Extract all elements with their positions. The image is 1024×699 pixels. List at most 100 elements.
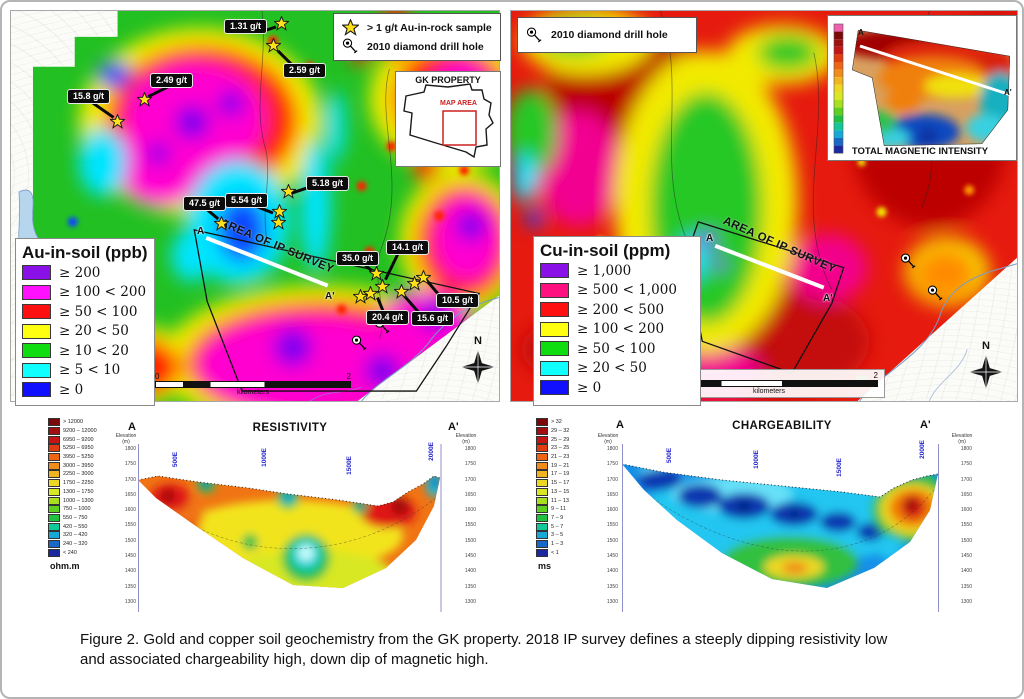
elevation-tick: 1600 [464, 507, 476, 514]
elevation-tick: 1300 [124, 598, 136, 605]
au-symbol-legend: > 1 g/t Au-in-rock sample 2010 diamond d… [333, 13, 501, 61]
legend-item: 11 – 13 [536, 496, 569, 505]
legend-item: 21 – 23 [536, 453, 569, 462]
scale-bar [155, 381, 351, 388]
rock-sample-legend-row: > 1 g/t Au-in-rock sample [342, 19, 492, 36]
elevation-tick: 1550 [464, 522, 476, 529]
elevation-axis-label: Elevation (m) [455, 433, 477, 445]
legend-item: ≥ 100 < 200 [540, 320, 694, 340]
legend-range-label: 2250 – 3000 [63, 471, 94, 478]
elevation-tick: 1800 [124, 446, 136, 452]
sample-label: 15.8 g/t [67, 89, 111, 104]
au-legend-title: Au-in-soil (ppb) [22, 243, 148, 262]
legend-item: 240 – 320 [48, 539, 97, 549]
legend-range-label: 5250 – 6950 [63, 445, 94, 452]
legend-range-label: ≥ 10 < 20 [59, 342, 129, 359]
legend-swatch [540, 360, 569, 376]
legend-range-label: 420 – 550 [63, 523, 88, 530]
legend-swatch [536, 505, 548, 514]
section-line-start-label: A [197, 226, 205, 237]
legend-range-label: 23 – 25 [551, 445, 570, 452]
elevation-tick: 1400 [960, 568, 972, 575]
gold-sample-star-icon [274, 16, 289, 31]
legend-swatch [48, 461, 60, 470]
legend-swatch [536, 496, 548, 505]
legend-swatch [536, 418, 548, 427]
legend-range-label: ≥ 50 < 100 [577, 340, 656, 357]
section-line-end-label: A' [823, 293, 833, 304]
legend-swatch [22, 265, 51, 281]
legend-swatch [536, 453, 548, 462]
legend-range-label: 25 – 29 [551, 436, 570, 443]
au-scale-bar: 0 2 kilometers [155, 373, 351, 397]
legend-range-label: > 32 [551, 419, 562, 426]
sample-label: 47.5 g/t [183, 196, 227, 211]
legend-range-label: 7 – 9 [551, 514, 564, 521]
rock-sample-legend-label: > 1 g/t Au-in-rock sample [367, 21, 492, 34]
sample-label: 2.59 g/t [283, 63, 327, 78]
legend-item: 420 – 550 [48, 522, 97, 531]
legend-item: 7 – 9 [536, 513, 569, 523]
legend-range-label: 3950 – 5250 [63, 454, 94, 461]
legend-range-label: 1 – 3 [551, 540, 564, 547]
gold-sample-star-icon [281, 184, 296, 199]
gold-sample-star-icon [137, 92, 152, 107]
legend-range-label: 3000 – 3950 [63, 462, 94, 469]
gold-sample-star-icon [416, 270, 431, 285]
station-label: 1000E [260, 448, 268, 467]
magnetic-intensity-map [833, 23, 1015, 154]
elevation-tick: 1600 [606, 507, 618, 514]
drill-hole-legend-label: 2010 diamond drill hole [551, 29, 668, 41]
resistivity-section: > 12000 9200 – 12000 6950 – 9200 5250 – … [30, 406, 518, 620]
legend-item: 5250 – 6950 [48, 444, 97, 453]
elevation-tick: 1350 [124, 583, 136, 590]
sample-label: 35.0 g/t [336, 251, 380, 266]
compass-rose-icon [967, 352, 1005, 392]
elevation-axis-label: Elevation (m) [115, 433, 137, 445]
legend-range-label: 240 – 320 [63, 540, 88, 547]
drill-hole-icon [900, 253, 917, 270]
legend-range-label: 29 – 32 [551, 428, 570, 435]
legend-item: ≥ 200 < 500 [540, 300, 694, 320]
elevation-ticks: 1800 1750 1700 1650 1600 1550 1500 1450 1400 1350… [114, 447, 138, 605]
legend-item: < 240 [48, 548, 97, 557]
legend-item: ≥ 500 < 1,000 [540, 281, 694, 301]
elevation-tick: 1800 [960, 446, 972, 452]
map-area-label: MAP AREA [440, 100, 477, 107]
legend-swatch [22, 284, 51, 300]
legend-item: 1000 – 1300 [48, 496, 97, 505]
elevation-tick: 1450 [124, 553, 136, 560]
legend-range-label: < 1 [551, 549, 559, 556]
legend-swatch [536, 548, 548, 557]
caption-line-2: and associated chargeability high, down … [80, 651, 489, 669]
elevation-tick: 1550 [606, 522, 618, 529]
elevation-tick: 1750 [124, 461, 136, 468]
legend-item: > 32 [536, 418, 569, 427]
scale-max: 2 [346, 372, 351, 381]
gold-sample-star-icon [353, 289, 368, 304]
elevation-tick: 1550 [124, 522, 136, 529]
au-legend-rows: ≥ 200 ≥ 100 < 200 ≥ 50 < 100 ≥ 20 < 50 ≥… [22, 263, 148, 400]
legend-item: 3950 – 5250 [48, 453, 97, 462]
legend-range-label: ≥ 5 < 10 [59, 362, 121, 379]
legend-item: 750 – 1000 [48, 505, 97, 514]
legend-swatch [22, 323, 51, 339]
legend-item: ≥ 50 < 100 [540, 339, 694, 359]
gold-sample-star-icon [214, 216, 229, 231]
legend-swatch [48, 487, 60, 496]
elevation-tick: 1800 [606, 446, 618, 452]
legend-swatch [22, 304, 51, 320]
resistivity-legend: > 12000 9200 – 12000 6950 – 9200 5250 – … [48, 418, 97, 571]
sample-label: 10.5 g/t [436, 293, 480, 308]
station-label: 1000E [752, 450, 760, 469]
drill-hole-icon [526, 27, 543, 44]
elevation-tick: 1350 [606, 583, 618, 590]
legend-range-label: 550 – 750 [63, 514, 88, 521]
legend-item: ≥ 0 [22, 380, 148, 400]
legend-range-label: ≥ 200 < 500 [577, 301, 665, 318]
drill-hole-icon [351, 335, 368, 352]
elevation-tick: 1500 [960, 537, 972, 544]
legend-item: ≥ 20 < 50 [540, 359, 694, 379]
station-label: 500E [666, 447, 674, 464]
